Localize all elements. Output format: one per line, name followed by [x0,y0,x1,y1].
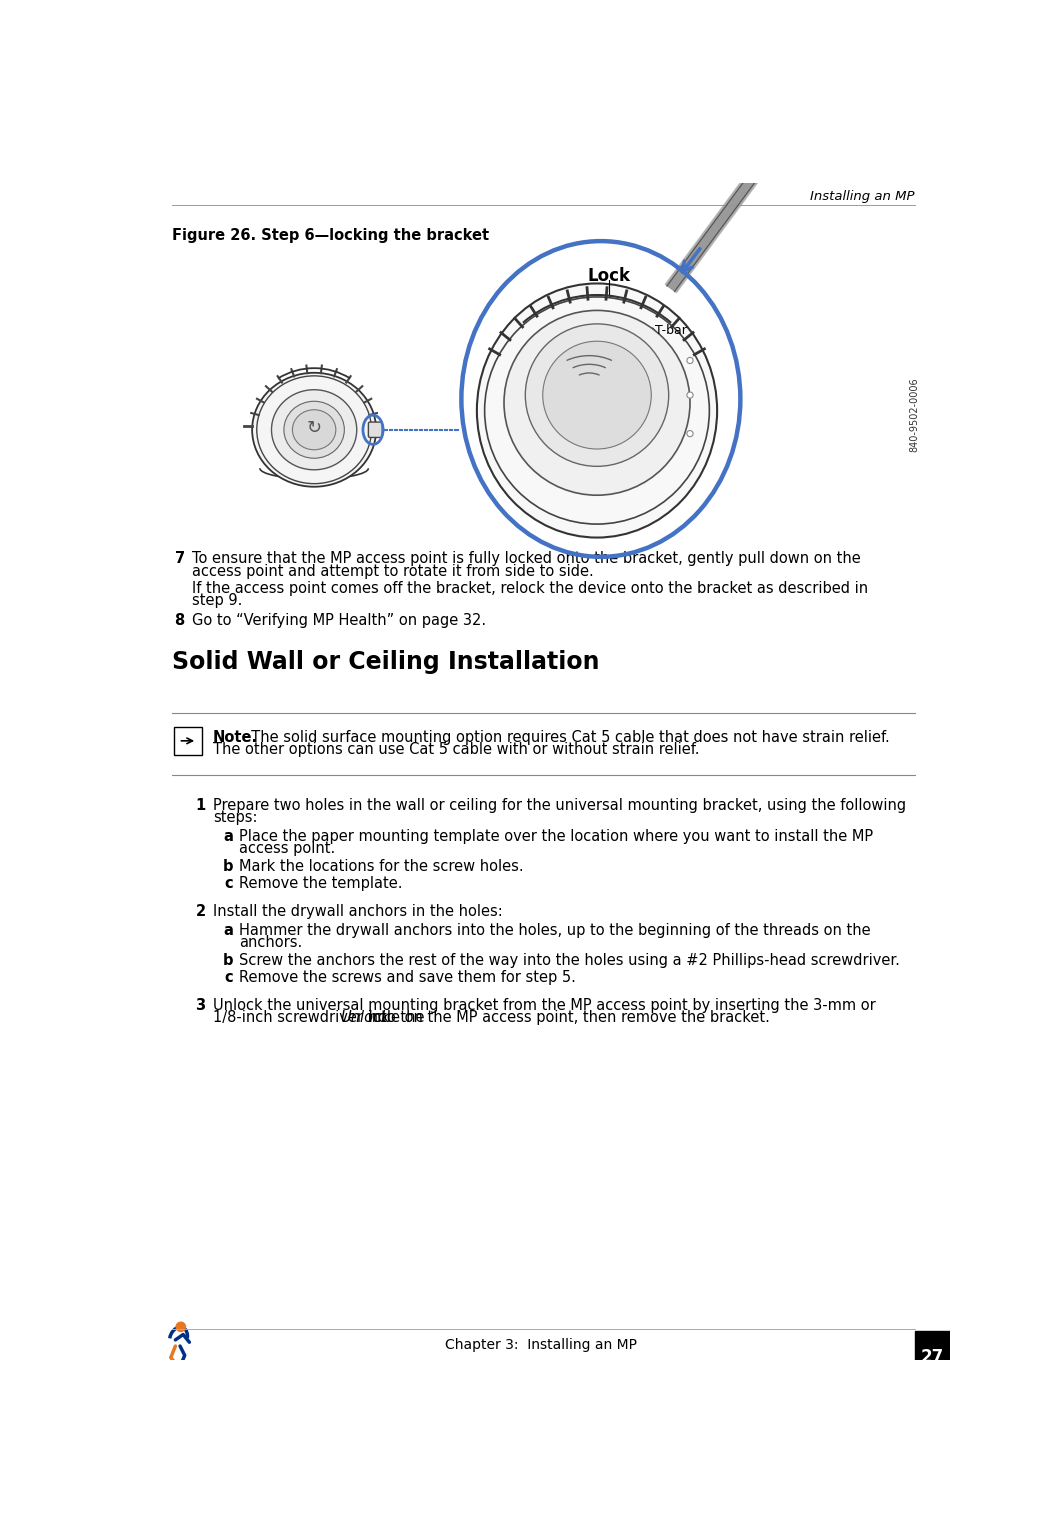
Ellipse shape [252,373,376,487]
Text: a: a [223,828,232,843]
Text: access point.: access point. [239,840,335,856]
Text: anchors.: anchors. [239,935,302,950]
Text: Lock: Lock [587,266,630,284]
Text: 840-9502-0006: 840-9502-0006 [910,377,920,452]
Circle shape [176,1322,186,1331]
Text: Hammer the drywall anchors into the holes, up to the beginning of the threads on: Hammer the drywall anchors into the hole… [239,923,870,938]
Ellipse shape [525,324,668,466]
Text: Place the paper mounting template over the location where you want to install th: Place the paper mounting template over t… [239,828,873,843]
Text: 2: 2 [195,905,206,918]
Ellipse shape [504,310,690,495]
Text: The other options can use Cat 5 cable with or without strain relief.: The other options can use Cat 5 cable wi… [212,743,699,758]
Text: T-bar: T-bar [655,324,687,338]
Text: 27: 27 [921,1348,944,1366]
Circle shape [686,358,693,364]
Ellipse shape [284,402,344,458]
Text: hole on the MP access point, then remove the bracket.: hole on the MP access point, then remove… [364,1010,770,1025]
Text: The solid surface mounting option requires Cat 5 cable that does not have strain: The solid surface mounting option requir… [242,730,890,746]
Text: Mark the locations for the screw holes.: Mark the locations for the screw holes. [239,859,524,874]
Text: steps:: steps: [213,810,258,825]
Text: 3: 3 [195,998,206,1013]
Text: To ensure that the MP access point is fully locked onto the bracket, gently pull: To ensure that the MP access point is fu… [192,552,862,567]
Text: access point and attempt to rotate it from side to side.: access point and attempt to rotate it fr… [192,564,595,579]
Text: Chapter 3:  Installing an MP: Chapter 3: Installing an MP [446,1339,637,1352]
Text: 1/8-inch screwdriver into the: 1/8-inch screwdriver into the [213,1010,430,1025]
FancyBboxPatch shape [369,422,382,437]
Ellipse shape [271,390,357,469]
Text: Prepare two holes in the wall or ceiling for the universal mounting bracket, usi: Prepare two holes in the wall or ceiling… [213,798,906,813]
Ellipse shape [293,410,336,449]
Text: step 9.: step 9. [192,593,243,608]
Text: Install the drywall anchors in the holes:: Install the drywall anchors in the holes… [213,905,503,918]
Text: Installing an MP: Installing an MP [810,189,914,203]
Text: Screw the anchors the rest of the way into the holes using a #2 Phillips-head sc: Screw the anchors the rest of the way in… [239,953,900,969]
Text: Unlock: Unlock [340,1010,390,1025]
Text: Remove the template.: Remove the template. [239,877,402,891]
Text: Unlock the universal mounting bracket from the MP access point by inserting the : Unlock the universal mounting bracket fr… [213,998,876,1013]
Text: b: b [222,953,232,969]
Ellipse shape [477,284,717,538]
Ellipse shape [543,341,652,449]
Text: c: c [224,877,232,891]
Text: ↻: ↻ [306,419,322,437]
Text: Note.: Note. [212,730,258,746]
Text: Remove the screws and save them for step 5.: Remove the screws and save them for step… [239,970,576,986]
Text: b: b [222,859,232,874]
FancyBboxPatch shape [914,1331,950,1360]
Text: 1: 1 [195,798,206,813]
Circle shape [686,393,693,399]
Text: 7: 7 [174,552,185,567]
Text: Solid Wall or Ceiling Installation: Solid Wall or Ceiling Installation [172,649,600,674]
Text: c: c [224,970,232,986]
Circle shape [686,431,693,437]
Text: 8: 8 [174,613,185,628]
Text: Go to “Verifying MP Health” on page 32.: Go to “Verifying MP Health” on page 32. [192,613,487,628]
Text: If the access point comes off the bracket, relock the device onto the bracket as: If the access point comes off the bracke… [192,581,869,596]
Text: Figure 26. Step 6—locking the bracket: Figure 26. Step 6—locking the bracket [172,228,489,243]
Text: a: a [223,923,232,938]
